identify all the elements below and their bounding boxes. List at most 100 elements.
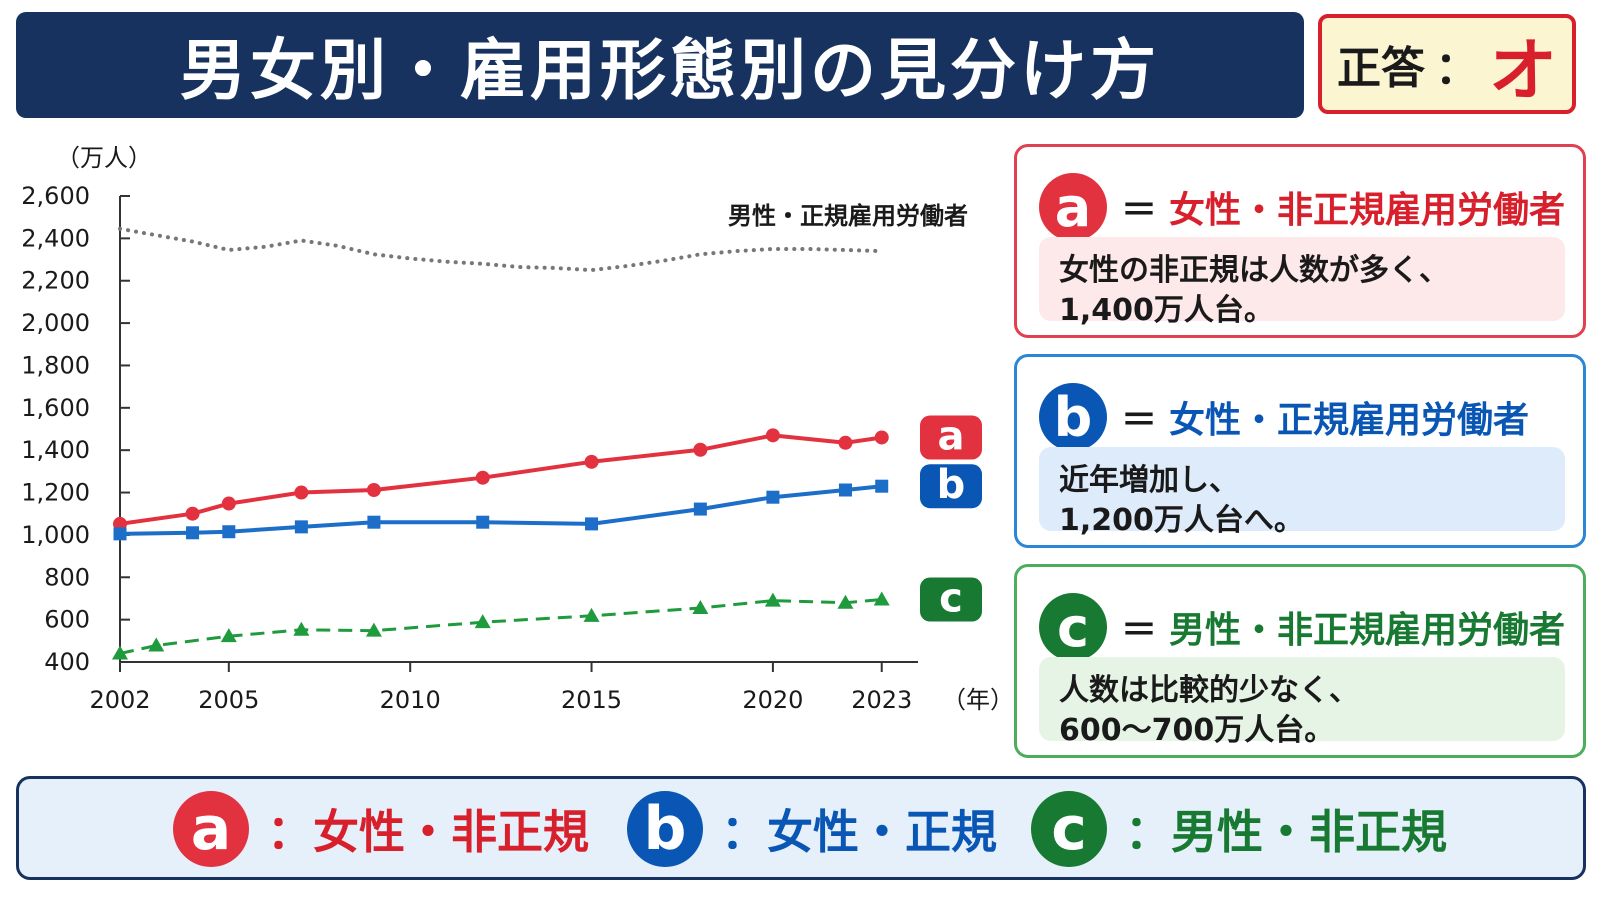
series-c-badge-bg xyxy=(920,577,982,622)
card-b-header: b ＝ 女性・正規雇用労働者 xyxy=(1039,375,1529,459)
series-b-point xyxy=(367,515,381,529)
legend-b-badge: b xyxy=(627,791,703,867)
answer-box: 正答 ： オ xyxy=(1318,14,1576,114)
x-tick-label: 2015 xyxy=(561,686,622,714)
series-b-point xyxy=(875,479,889,493)
card-c: c ＝ 男性・非正規雇用労働者 人数は比較的少なく、 600〜700万人台。 xyxy=(1014,564,1586,758)
series-a-point xyxy=(185,506,200,521)
series-male-regular-line xyxy=(118,226,884,273)
card-b-line1: 近年増加し、 xyxy=(1059,463,1239,498)
series-c-point xyxy=(764,592,781,607)
series-b-point xyxy=(585,517,599,531)
card-b-equals: ＝ xyxy=(1121,400,1158,441)
line-chart: （万人） （年） 2,600 2,400 2,200 2,000 1,800 1,600 1… xyxy=(21,144,1000,714)
series-b-point xyxy=(476,515,490,529)
card-c-header: c ＝ 男性・非正規雇用労働者 xyxy=(1039,585,1565,669)
card-a: a ＝ 女性・非正規雇用労働者 女性の非正規は人数が多く、 1,400万人台。 xyxy=(1014,144,1586,338)
x-tick-label: 2002 xyxy=(89,686,150,714)
legend-item-b: b ：女性・正規 xyxy=(627,791,997,867)
series-a-point xyxy=(693,442,708,457)
series-a-point xyxy=(584,454,599,469)
title-banner: 男女別・雇用形態別の見分け方 xyxy=(16,12,1304,118)
series-b-badge-bg xyxy=(920,464,982,509)
legend-item-c: c ：男性・非正規 xyxy=(1031,791,1447,867)
card-b-body: 近年増加し、 1,200万人台へ。 xyxy=(1039,447,1565,538)
series-b-point xyxy=(766,490,780,504)
series-a-line xyxy=(118,433,884,526)
series-b-point xyxy=(693,502,707,516)
legend-a-badge: a xyxy=(173,791,249,867)
series-c-point xyxy=(220,628,237,643)
y-tick-label: 600 xyxy=(44,606,90,634)
series-c-badge-label: c xyxy=(939,576,963,622)
card-a-body: 女性の非正規は人数が多く、 1,400万人台。 xyxy=(1039,237,1565,328)
answer-colon: ： xyxy=(1434,43,1479,94)
series-b-point xyxy=(222,525,236,539)
card-c-title: 男性・非正規雇用労働者 xyxy=(1169,610,1566,651)
card-a-badge: a xyxy=(1039,173,1107,241)
series-b-badge: b xyxy=(920,462,982,509)
x-axis-unit-label: （年） xyxy=(942,686,1000,714)
card-b-title: 女性・正規雇用労働者 xyxy=(1169,400,1530,441)
y-axis-unit-label: （万人） xyxy=(56,144,152,172)
series-a-point xyxy=(294,485,309,500)
series-c-point xyxy=(873,591,890,606)
answer-value: オ xyxy=(1488,31,1557,111)
series-a-badge: a xyxy=(920,413,982,460)
y-tick-label: 1,800 xyxy=(21,351,90,379)
card-c-line2: 600〜700万人台。 xyxy=(1059,713,1335,748)
series-a-badge-bg xyxy=(920,415,982,460)
y-tick-label: 1,600 xyxy=(21,394,90,422)
dotted-series-annotation: 男性・正規雇用労働者 xyxy=(728,202,968,230)
series-b-point xyxy=(186,526,200,540)
card-a-equals: ＝ xyxy=(1121,190,1158,231)
series-a-point xyxy=(475,470,490,485)
series-c-point xyxy=(474,614,491,629)
series-c-point xyxy=(365,622,382,637)
card-a-line2: 1,400万人台。 xyxy=(1059,293,1274,328)
card-c-badge: c xyxy=(1039,593,1107,661)
series-c-point xyxy=(148,637,165,652)
y-tick-label: 2,600 xyxy=(21,182,90,210)
series-a-point xyxy=(874,430,889,445)
card-b-badge: b xyxy=(1039,383,1107,451)
series-a-point xyxy=(366,483,381,498)
y-tick-label: 1,400 xyxy=(21,436,90,464)
x-tick-label: 2020 xyxy=(742,686,803,714)
card-c-body: 人数は比較的少なく、 600〜700万人台。 xyxy=(1039,657,1565,748)
series-c-point xyxy=(293,621,310,636)
series-c-badge: c xyxy=(920,576,982,622)
y-tick-label: 2,200 xyxy=(21,267,90,295)
card-b: b ＝ 女性・正規雇用労働者 近年増加し、 1,200万人台へ。 xyxy=(1014,354,1586,548)
series-c-point xyxy=(112,645,128,660)
legend-c-text: ：男性・非正規 xyxy=(1125,805,1447,859)
answer-label: 正答 xyxy=(1336,43,1425,94)
legend-b-text: ：女性・正規 xyxy=(721,805,997,859)
legend-a-text: ：女性・非正規 xyxy=(267,805,589,859)
series-a-point xyxy=(221,496,236,511)
series-c-point xyxy=(837,594,854,609)
card-b-line2: 1,200万人台へ。 xyxy=(1059,503,1304,538)
x-tick-label: 2005 xyxy=(198,686,259,714)
legend-item-a: a ：女性・非正規 xyxy=(173,791,589,867)
x-tick-label: 2010 xyxy=(380,686,441,714)
series-a-point xyxy=(765,428,780,443)
series-b-point xyxy=(113,527,127,541)
card-c-line1: 人数は比較的少なく、 xyxy=(1059,673,1359,708)
y-tick-label: 2,400 xyxy=(21,224,90,252)
card-a-header: a ＝ 女性・非正規雇用労働者 xyxy=(1039,165,1565,249)
y-tick-label: 1,000 xyxy=(21,521,90,549)
page-title: 男女別・雇用形態別の見分け方 xyxy=(180,32,1160,109)
series-b-badge-label: b xyxy=(937,462,966,508)
y-tick-label: 2,000 xyxy=(21,309,90,337)
series-a-badge-label: a xyxy=(938,413,965,459)
series-c-line xyxy=(119,598,882,655)
series-c-point xyxy=(692,599,709,614)
legend-bar: a ：女性・非正規 b ：女性・正規 c ：男性・非正規 xyxy=(16,776,1586,880)
card-a-title: 女性・非正規雇用労働者 xyxy=(1169,190,1566,231)
card-a-line1: 女性の非正規は人数が多く、 xyxy=(1059,253,1449,288)
series-c-point xyxy=(583,607,600,622)
y-tick-label: 800 xyxy=(44,563,90,591)
series-b-point xyxy=(294,520,308,534)
legend-c-badge: c xyxy=(1031,791,1107,867)
